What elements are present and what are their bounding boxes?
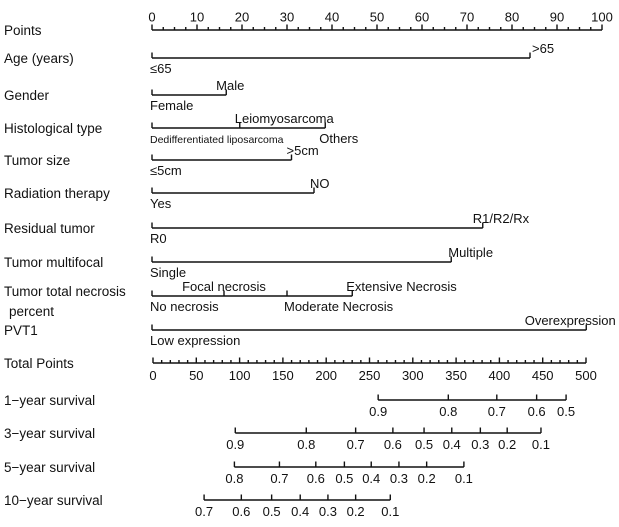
survival-tick-label-1-year: 0.7 xyxy=(488,404,506,419)
total-points-tick-label: 300 xyxy=(402,368,424,383)
category-label-pvt1: Overexpression xyxy=(525,313,616,328)
points-axis-tick-label: 70 xyxy=(460,10,474,25)
total-points-tick-label: 500 xyxy=(575,368,597,383)
total-points-tick-label: 50 xyxy=(189,368,203,383)
row-label-tumor-multifocal: Tumor multifocal xyxy=(4,255,104,270)
survival-tick-label-10-year: 0.5 xyxy=(263,504,281,519)
row-label-necrosis-line2: percent xyxy=(9,304,55,319)
category-label-radiation-therapy: NO xyxy=(310,176,330,191)
row-label-residual-tumor: Residual tumor xyxy=(4,221,95,236)
category-label-histological-type: Others xyxy=(319,131,359,146)
survival-tick-label-1-year: 0.6 xyxy=(528,404,546,419)
survival-tick-label-5-year: 0.1 xyxy=(455,471,473,486)
category-label-tumor-multifocal: Single xyxy=(150,265,186,280)
category-label-tumor-total-necrosis-percent: Moderate Necrosis xyxy=(284,299,394,314)
points-axis-tick-label: 60 xyxy=(415,10,429,25)
survival-tick-label-3-year: 0.1 xyxy=(532,437,550,452)
row-label-tumor-size: Tumor size xyxy=(4,153,71,168)
survival-tick-label-5-year: 0.2 xyxy=(418,471,436,486)
row-label-pvt1: PVT1 xyxy=(4,323,38,338)
category-label-age: >65 xyxy=(532,41,554,56)
row-label-1-year-survival: 1−year survival xyxy=(4,393,96,408)
survival-tick-label-5-year: 0.8 xyxy=(225,471,243,486)
total-points-tick-label: 400 xyxy=(489,368,511,383)
total-points-tick-label: 450 xyxy=(532,368,554,383)
category-label-tumor-size: >5cm xyxy=(287,143,319,158)
points-axis-tick-label: 50 xyxy=(370,10,384,25)
row-label-radiation-therapy: Radiation therapy xyxy=(4,186,110,201)
total-points-tick-label: 250 xyxy=(359,368,381,383)
points-axis-tick-label: 80 xyxy=(505,10,519,25)
category-label-gender: Male xyxy=(216,78,244,93)
points-axis-tick-label: 0 xyxy=(148,10,155,25)
survival-tick-label-3-year: 0.8 xyxy=(297,437,315,452)
survival-tick-label-5-year: 0.6 xyxy=(307,471,325,486)
survival-tick-label-3-year: 0.4 xyxy=(443,437,461,452)
row-label-5-year-survival: 5−year survival xyxy=(4,460,96,475)
survival-tick-label-5-year: 0.3 xyxy=(390,471,408,486)
category-label-age: ≤65 xyxy=(150,61,172,76)
survival-tick-label-3-year: 0.7 xyxy=(347,437,365,452)
category-label-tumor-total-necrosis-percent: Extensive Necrosis xyxy=(346,279,457,294)
row-label-age: Age (years) xyxy=(4,51,74,66)
survival-tick-label-10-year: 0.7 xyxy=(195,504,213,519)
row-label-necrosis-line1: Tumor total necrosis xyxy=(4,284,126,299)
category-label-radiation-therapy: Yes xyxy=(150,196,172,211)
points-axis-tick-label: 90 xyxy=(550,10,564,25)
survival-tick-label-10-year: 0.3 xyxy=(319,504,337,519)
row-label-10-year-survival: 10−year survival xyxy=(4,493,103,508)
survival-tick-label-10-year: 0.2 xyxy=(347,504,365,519)
points-axis-tick-label: 10 xyxy=(190,10,204,25)
survival-tick-label-3-year: 0.6 xyxy=(384,437,402,452)
category-label-tumor-total-necrosis-percent: No necrosis xyxy=(150,299,219,314)
category-label-residual-tumor: R1/R2/Rx xyxy=(473,211,530,226)
category-label-gender: Female xyxy=(150,98,193,113)
row-label-total-points: Total Points xyxy=(4,356,74,371)
survival-tick-label-10-year: 0.6 xyxy=(232,504,250,519)
row-label-gender: Gender xyxy=(4,88,50,103)
total-points-tick-label: 150 xyxy=(272,368,294,383)
survival-tick-label-5-year: 0.4 xyxy=(362,471,380,486)
survival-tick-label-1-year: 0.8 xyxy=(439,404,457,419)
category-label-pvt1: Low expression xyxy=(150,333,240,348)
total-points-tick-label: 100 xyxy=(229,368,251,383)
survival-tick-label-10-year: 0.1 xyxy=(381,504,399,519)
category-label-tumor-size: ≤5cm xyxy=(150,163,182,178)
survival-tick-label-5-year: 0.7 xyxy=(270,471,288,486)
row-label-points: Points xyxy=(4,23,42,38)
total-points-tick-label: 0 xyxy=(149,368,156,383)
survival-tick-label-3-year: 0.9 xyxy=(226,437,244,452)
category-label-tumor-multifocal: Multiple xyxy=(448,245,493,260)
survival-tick-label-1-year: 0.5 xyxy=(557,404,575,419)
row-label-3-year-survival: 3−year survival xyxy=(4,426,96,441)
row-label-histological-type: Histological type xyxy=(4,121,103,136)
points-axis-tick-label: 30 xyxy=(280,10,294,25)
survival-tick-label-3-year: 0.3 xyxy=(471,437,489,452)
points-axis-tick-label: 20 xyxy=(235,10,249,25)
category-label-residual-tumor: R0 xyxy=(150,231,167,246)
survival-tick-label-1-year: 0.9 xyxy=(369,404,387,419)
points-axis-tick-label: 100 xyxy=(591,10,613,25)
survival-tick-label-3-year: 0.2 xyxy=(498,437,516,452)
category-label-histological-type: Leiomyosarcoma xyxy=(235,111,335,126)
points-axis-tick-label: 40 xyxy=(325,10,339,25)
category-label-histological-type: Dedifferentiated liposarcoma xyxy=(150,134,284,146)
total-points-tick-label: 200 xyxy=(315,368,337,383)
survival-tick-label-10-year: 0.4 xyxy=(291,504,309,519)
total-points-tick-label: 350 xyxy=(445,368,467,383)
survival-tick-label-5-year: 0.5 xyxy=(335,471,353,486)
survival-tick-label-3-year: 0.5 xyxy=(415,437,433,452)
category-label-tumor-total-necrosis-percent: Focal necrosis xyxy=(182,279,266,294)
